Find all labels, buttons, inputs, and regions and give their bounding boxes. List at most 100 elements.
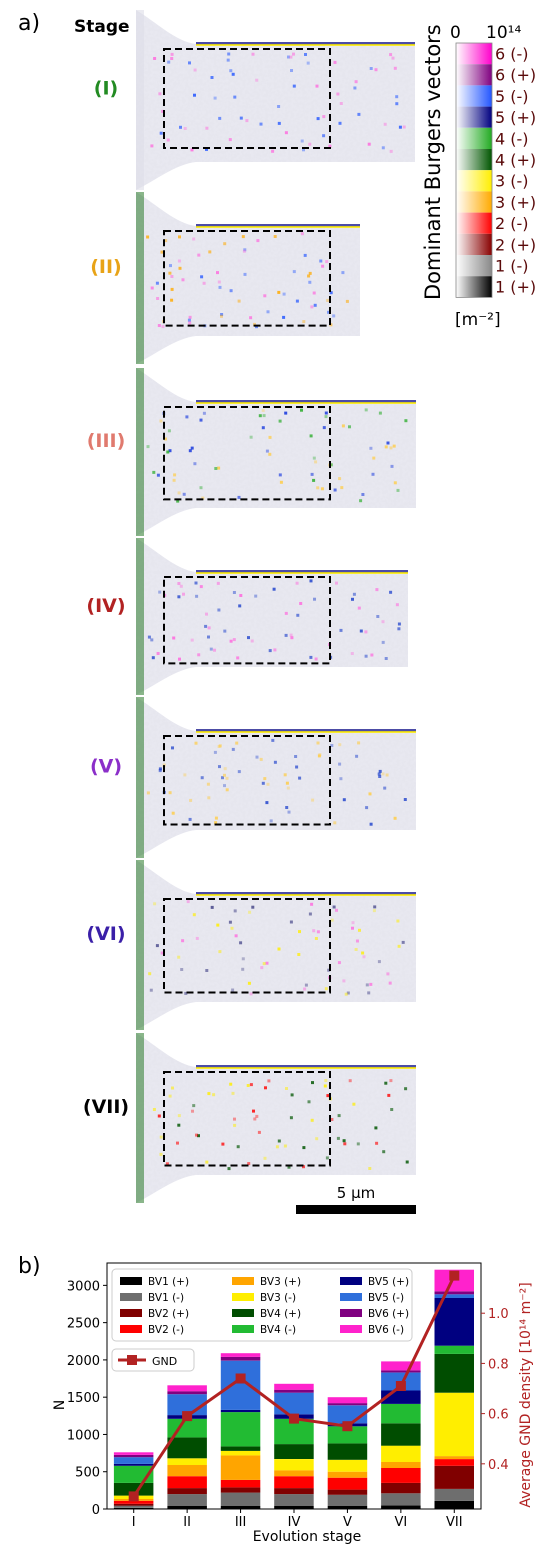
- colorbar-swatch: [456, 276, 492, 298]
- colorbar-swatch: [456, 233, 492, 255]
- stage-label-4: (IV): [86, 595, 125, 617]
- bar-segment: [220, 1479, 261, 1488]
- bar-segment: [274, 1494, 314, 1506]
- stage-map-5: [136, 697, 416, 858]
- bar-segment: [381, 1361, 421, 1371]
- stage-map-4: [136, 538, 408, 695]
- gnd-legend-label: GND: [152, 1355, 177, 1368]
- gnd-point: [128, 1491, 139, 1502]
- colorbar-entry-label: 6 (-): [495, 45, 529, 64]
- y-tick-label: 500: [75, 1466, 100, 1481]
- legend-label: BV5 (+): [368, 1276, 409, 1288]
- colorbar-swatch: [456, 191, 492, 213]
- colorbar-entry-label: 3 (-): [495, 172, 529, 191]
- y-right-tick-label: 0.8: [488, 1357, 509, 1372]
- colorbar-entry-label: 5 (-): [495, 87, 529, 106]
- bar-segment: [327, 1471, 368, 1478]
- bar-segment: [274, 1444, 314, 1459]
- gnd-point: [395, 1381, 406, 1391]
- plot-frame: [106, 1262, 482, 1510]
- y-tick-label: 3000: [67, 1279, 100, 1294]
- colorbar-entry-label: 2 (+): [495, 235, 536, 254]
- colorbar-entry-label: 6 (+): [495, 66, 536, 85]
- colorbar-swatch: [456, 255, 492, 277]
- x-tick-label: V: [343, 1515, 352, 1530]
- bar-segment: [434, 1294, 474, 1298]
- bar-segment: [274, 1459, 314, 1471]
- bar-segment: [434, 1459, 474, 1466]
- bar-segment: [167, 1391, 207, 1395]
- legend-label: BV2 (+): [148, 1308, 189, 1320]
- bar-segment: [327, 1397, 368, 1404]
- bar-segment: [113, 1482, 154, 1496]
- y-tick-label: 2500: [67, 1317, 100, 1332]
- bar-segment: [327, 1426, 368, 1444]
- legend-label: BV6 (+): [368, 1308, 409, 1320]
- bar-segment: [220, 1450, 261, 1456]
- colorbar-entry-label: 1 (-): [495, 257, 529, 276]
- bar-segment: [113, 1455, 154, 1458]
- stage-label-2: (II): [90, 256, 122, 278]
- y-right-tick-label: 0.4: [488, 1458, 509, 1473]
- legend-label: BV5 (-): [368, 1292, 404, 1304]
- panel-a: a) Stage (I) (II) (III) (IV) (V) (VI) (VII) 0 …: [18, 10, 536, 1214]
- stage-map-3: [136, 368, 416, 536]
- x-tick-label: VII: [446, 1515, 463, 1530]
- bar-segment: [167, 1488, 207, 1495]
- x-axis-label: Evolution stage: [253, 1529, 362, 1544]
- bar-segment: [327, 1459, 368, 1472]
- stage-label-6: (VI): [86, 923, 125, 945]
- legend-label: BV3 (+): [260, 1276, 301, 1288]
- stage-map-6: [136, 860, 416, 1030]
- panel-a-label: a): [18, 11, 40, 36]
- bar-segment: [381, 1403, 421, 1424]
- bar-segment: [113, 1452, 154, 1455]
- bar-segment: [220, 1360, 261, 1410]
- bar-segment: [381, 1505, 421, 1509]
- bar-segment: [167, 1494, 207, 1506]
- bar-segment: [220, 1412, 261, 1447]
- gnd-point: [182, 1411, 193, 1422]
- bar-segment: [434, 1500, 474, 1509]
- colorbar-swatch: [456, 85, 492, 107]
- bar-segment: [434, 1291, 474, 1295]
- chart-plot: I II III IV V VI VII0500100015002000250030000.…: [67, 1262, 509, 1530]
- legend-swatch: [340, 1293, 362, 1301]
- bar-segment: [434, 1456, 474, 1460]
- bar-segment: [381, 1468, 421, 1483]
- legend-label: BV1 (-): [148, 1292, 184, 1304]
- bar-segment: [327, 1506, 368, 1509]
- colorbar-entry-label: 2 (-): [495, 214, 529, 233]
- scale-bar: [296, 1205, 416, 1214]
- colorbar-max-label: 10¹⁴: [486, 23, 521, 43]
- gnd-point: [449, 1270, 460, 1281]
- gnd-legend-marker: [127, 1355, 137, 1365]
- bar-segment: [113, 1505, 154, 1508]
- bar-segment: [274, 1476, 314, 1489]
- colorbar-swatch: [456, 212, 492, 234]
- legend-label: BV1 (+): [148, 1276, 189, 1288]
- legend-label: BV2 (-): [148, 1324, 184, 1336]
- bar-segment: [327, 1403, 368, 1406]
- bar-segment: [274, 1470, 314, 1477]
- bar-segment: [274, 1392, 314, 1415]
- stage-label-5: (V): [90, 756, 122, 778]
- bar-segment: [167, 1437, 207, 1459]
- bar-segment: [274, 1488, 314, 1495]
- legend-swatch: [232, 1293, 254, 1301]
- bar-segment: [167, 1465, 207, 1477]
- colorbar-swatch: [456, 149, 492, 171]
- gnd-point: [342, 1421, 353, 1432]
- y-tick-label: 1000: [67, 1428, 100, 1443]
- bar-segment: [327, 1494, 368, 1506]
- stage-header: Stage: [74, 17, 130, 37]
- colorbar-swatch: [456, 43, 492, 65]
- bar-segment: [381, 1482, 421, 1494]
- legend-swatch: [120, 1277, 142, 1285]
- colorbar-swatch: [456, 64, 492, 86]
- bar-segment: [381, 1462, 421, 1468]
- chart-legend: BV1 (+) BV1 (-) BV2 (+) BV2 (-) BV3 (+) BV3 (…: [111, 1268, 413, 1372]
- bar-segment: [434, 1488, 474, 1501]
- colorbar-entry-label: 3 (+): [495, 193, 536, 212]
- bar-segment: [113, 1500, 154, 1504]
